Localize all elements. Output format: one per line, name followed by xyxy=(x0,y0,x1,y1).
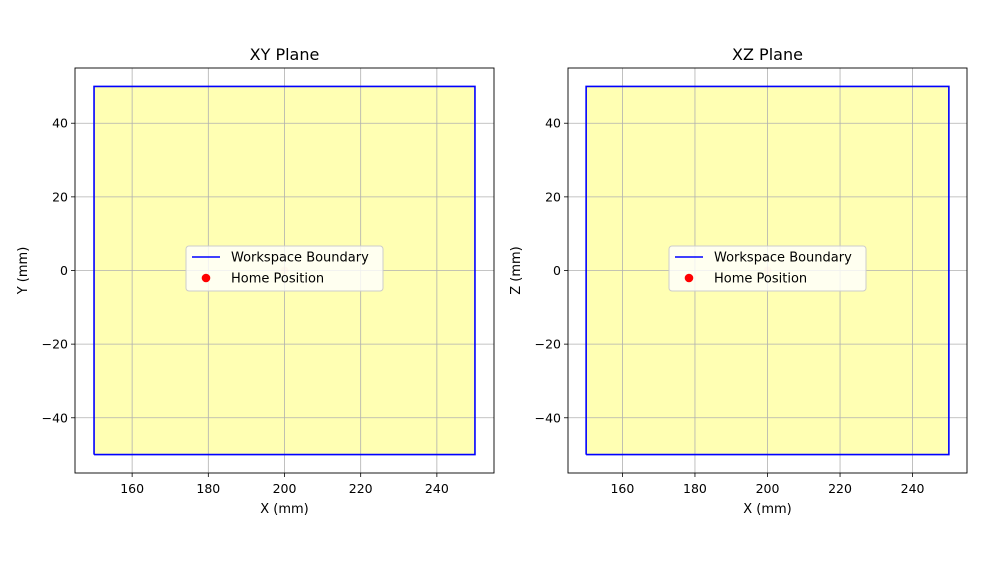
legend-entry-label: Home Position xyxy=(714,272,807,287)
y-tick-label: −40 xyxy=(535,410,561,425)
y-axis-label: Y (mm) xyxy=(16,247,31,296)
x-tick-label: 200 xyxy=(756,481,780,496)
y-tick-label: 0 xyxy=(553,263,561,278)
x-tick-label: 220 xyxy=(349,481,373,496)
x-tick-label: 200 xyxy=(273,481,297,496)
legend-box xyxy=(185,245,384,292)
y-tick-label: −20 xyxy=(42,337,68,352)
legend-box xyxy=(668,245,867,292)
legend-entry-label: Workspace Boundary xyxy=(231,251,369,266)
workspace-boundary-line xyxy=(585,85,950,456)
chart-panel-2: 160 180 200 220 240 −40 −20 0 20 40 XZ Plane X (mm)… xyxy=(509,45,968,517)
x-tick-label: 240 xyxy=(901,481,925,496)
legend: Workspace Boundary Home Position xyxy=(668,245,867,292)
legend-marker-swatch xyxy=(684,273,694,283)
y-tick-label: 20 xyxy=(545,189,561,204)
x-axis-label: X (mm) xyxy=(743,502,792,517)
legend-marker-swatch xyxy=(201,273,211,283)
x-axis-label: X (mm) xyxy=(260,502,309,517)
x-tick-label: 240 xyxy=(425,481,449,496)
chart-title: XZ Plane xyxy=(732,45,803,64)
x-tick-label: 160 xyxy=(610,481,634,496)
y-axis-label: Z (mm) xyxy=(509,246,524,295)
legend-entry-label: Workspace Boundary xyxy=(714,251,852,266)
y-tick-label: −40 xyxy=(42,410,68,425)
workspace-boundary-line xyxy=(93,85,476,456)
legend-entry-label: Home Position xyxy=(231,272,324,287)
chart-title: XY Plane xyxy=(250,45,320,64)
y-tick-label: 40 xyxy=(545,116,561,131)
x-tick-label: 220 xyxy=(828,481,852,496)
x-tick-label: 180 xyxy=(683,481,707,496)
x-tick-label: 180 xyxy=(196,481,220,496)
x-tick-label: 160 xyxy=(120,481,144,496)
y-tick-label: 20 xyxy=(52,189,68,204)
legend: Workspace Boundary Home Position xyxy=(185,245,384,292)
y-tick-label: 0 xyxy=(60,263,68,278)
chart-panel-1: 160 180 200 220 240 −40 −20 0 20 40 XY Plane X (mm)… xyxy=(16,45,495,517)
y-tick-label: 40 xyxy=(52,116,68,131)
y-tick-label: −20 xyxy=(535,337,561,352)
